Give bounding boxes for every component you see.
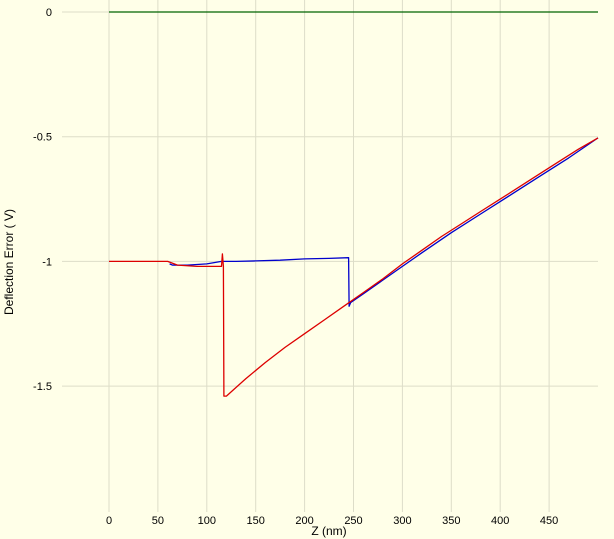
x-tick-labels: 0 50 100 150 200 250 300 350 400 450 (106, 515, 558, 527)
y-tick-label: -1.5 (33, 381, 52, 393)
y-tick-label: 0 (46, 7, 52, 19)
plot-area (62, 0, 598, 512)
x-tick-label: 300 (393, 515, 411, 527)
x-tick-label: 100 (198, 515, 216, 527)
x-tick-label: 50 (152, 515, 164, 527)
x-tick-label: 250 (344, 515, 362, 527)
x-tick-label: 400 (491, 515, 509, 527)
series-line-2 (109, 137, 599, 397)
x-tick-label: 450 (540, 515, 558, 527)
y-tick-label: -0.5 (33, 132, 52, 144)
y-tick-labels: 0 -0.5 -1 -1.5 (33, 7, 52, 393)
x-tick-label: 200 (295, 515, 313, 527)
x-tick-label: 150 (247, 515, 265, 527)
y-axis-title: Deflection Error ( V) (2, 209, 16, 315)
series-layer (109, 11, 599, 397)
x-tick-label: 0 (106, 515, 112, 527)
series-line-1 (169, 137, 599, 307)
x-tick-label: 350 (442, 515, 460, 527)
y-tick-label: -1 (42, 256, 52, 268)
x-axis-title: Z (nm) (311, 524, 346, 538)
